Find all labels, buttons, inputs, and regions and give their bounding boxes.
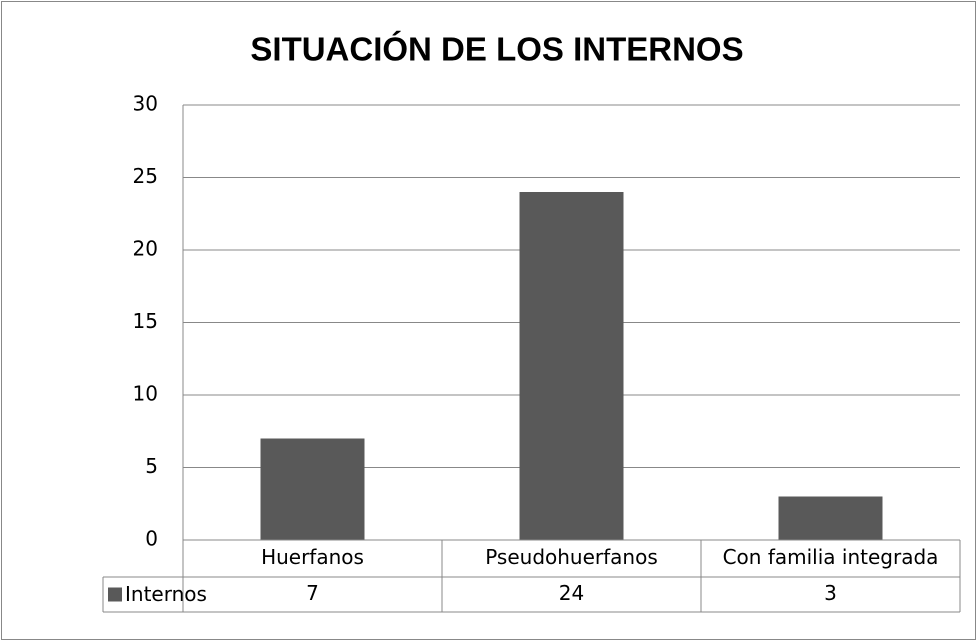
x-tick-label: Pseudohuerfanos xyxy=(485,545,658,569)
y-tick-label: 25 xyxy=(133,164,158,188)
y-tick-label: 30 xyxy=(133,92,158,116)
y-tick-label: 20 xyxy=(133,237,158,261)
y-tick-label: 10 xyxy=(133,382,158,406)
table-value: 24 xyxy=(559,581,584,605)
bar xyxy=(778,496,883,540)
bar xyxy=(260,438,365,540)
y-tick-label: 5 xyxy=(145,454,158,478)
x-tick-label: Con familia integrada xyxy=(723,545,939,569)
x-tick-label: Huerfanos xyxy=(261,545,364,569)
chart-title: SITUACIÓN DE LOS INTERNOS xyxy=(250,31,743,68)
bar xyxy=(519,192,624,540)
y-tick-label: 15 xyxy=(133,309,158,333)
table-value: 3 xyxy=(824,581,837,605)
legend-swatch xyxy=(108,587,122,602)
y-tick-label: 0 xyxy=(145,527,158,551)
legend-label: Internos xyxy=(125,582,207,606)
table-value: 7 xyxy=(306,581,319,605)
